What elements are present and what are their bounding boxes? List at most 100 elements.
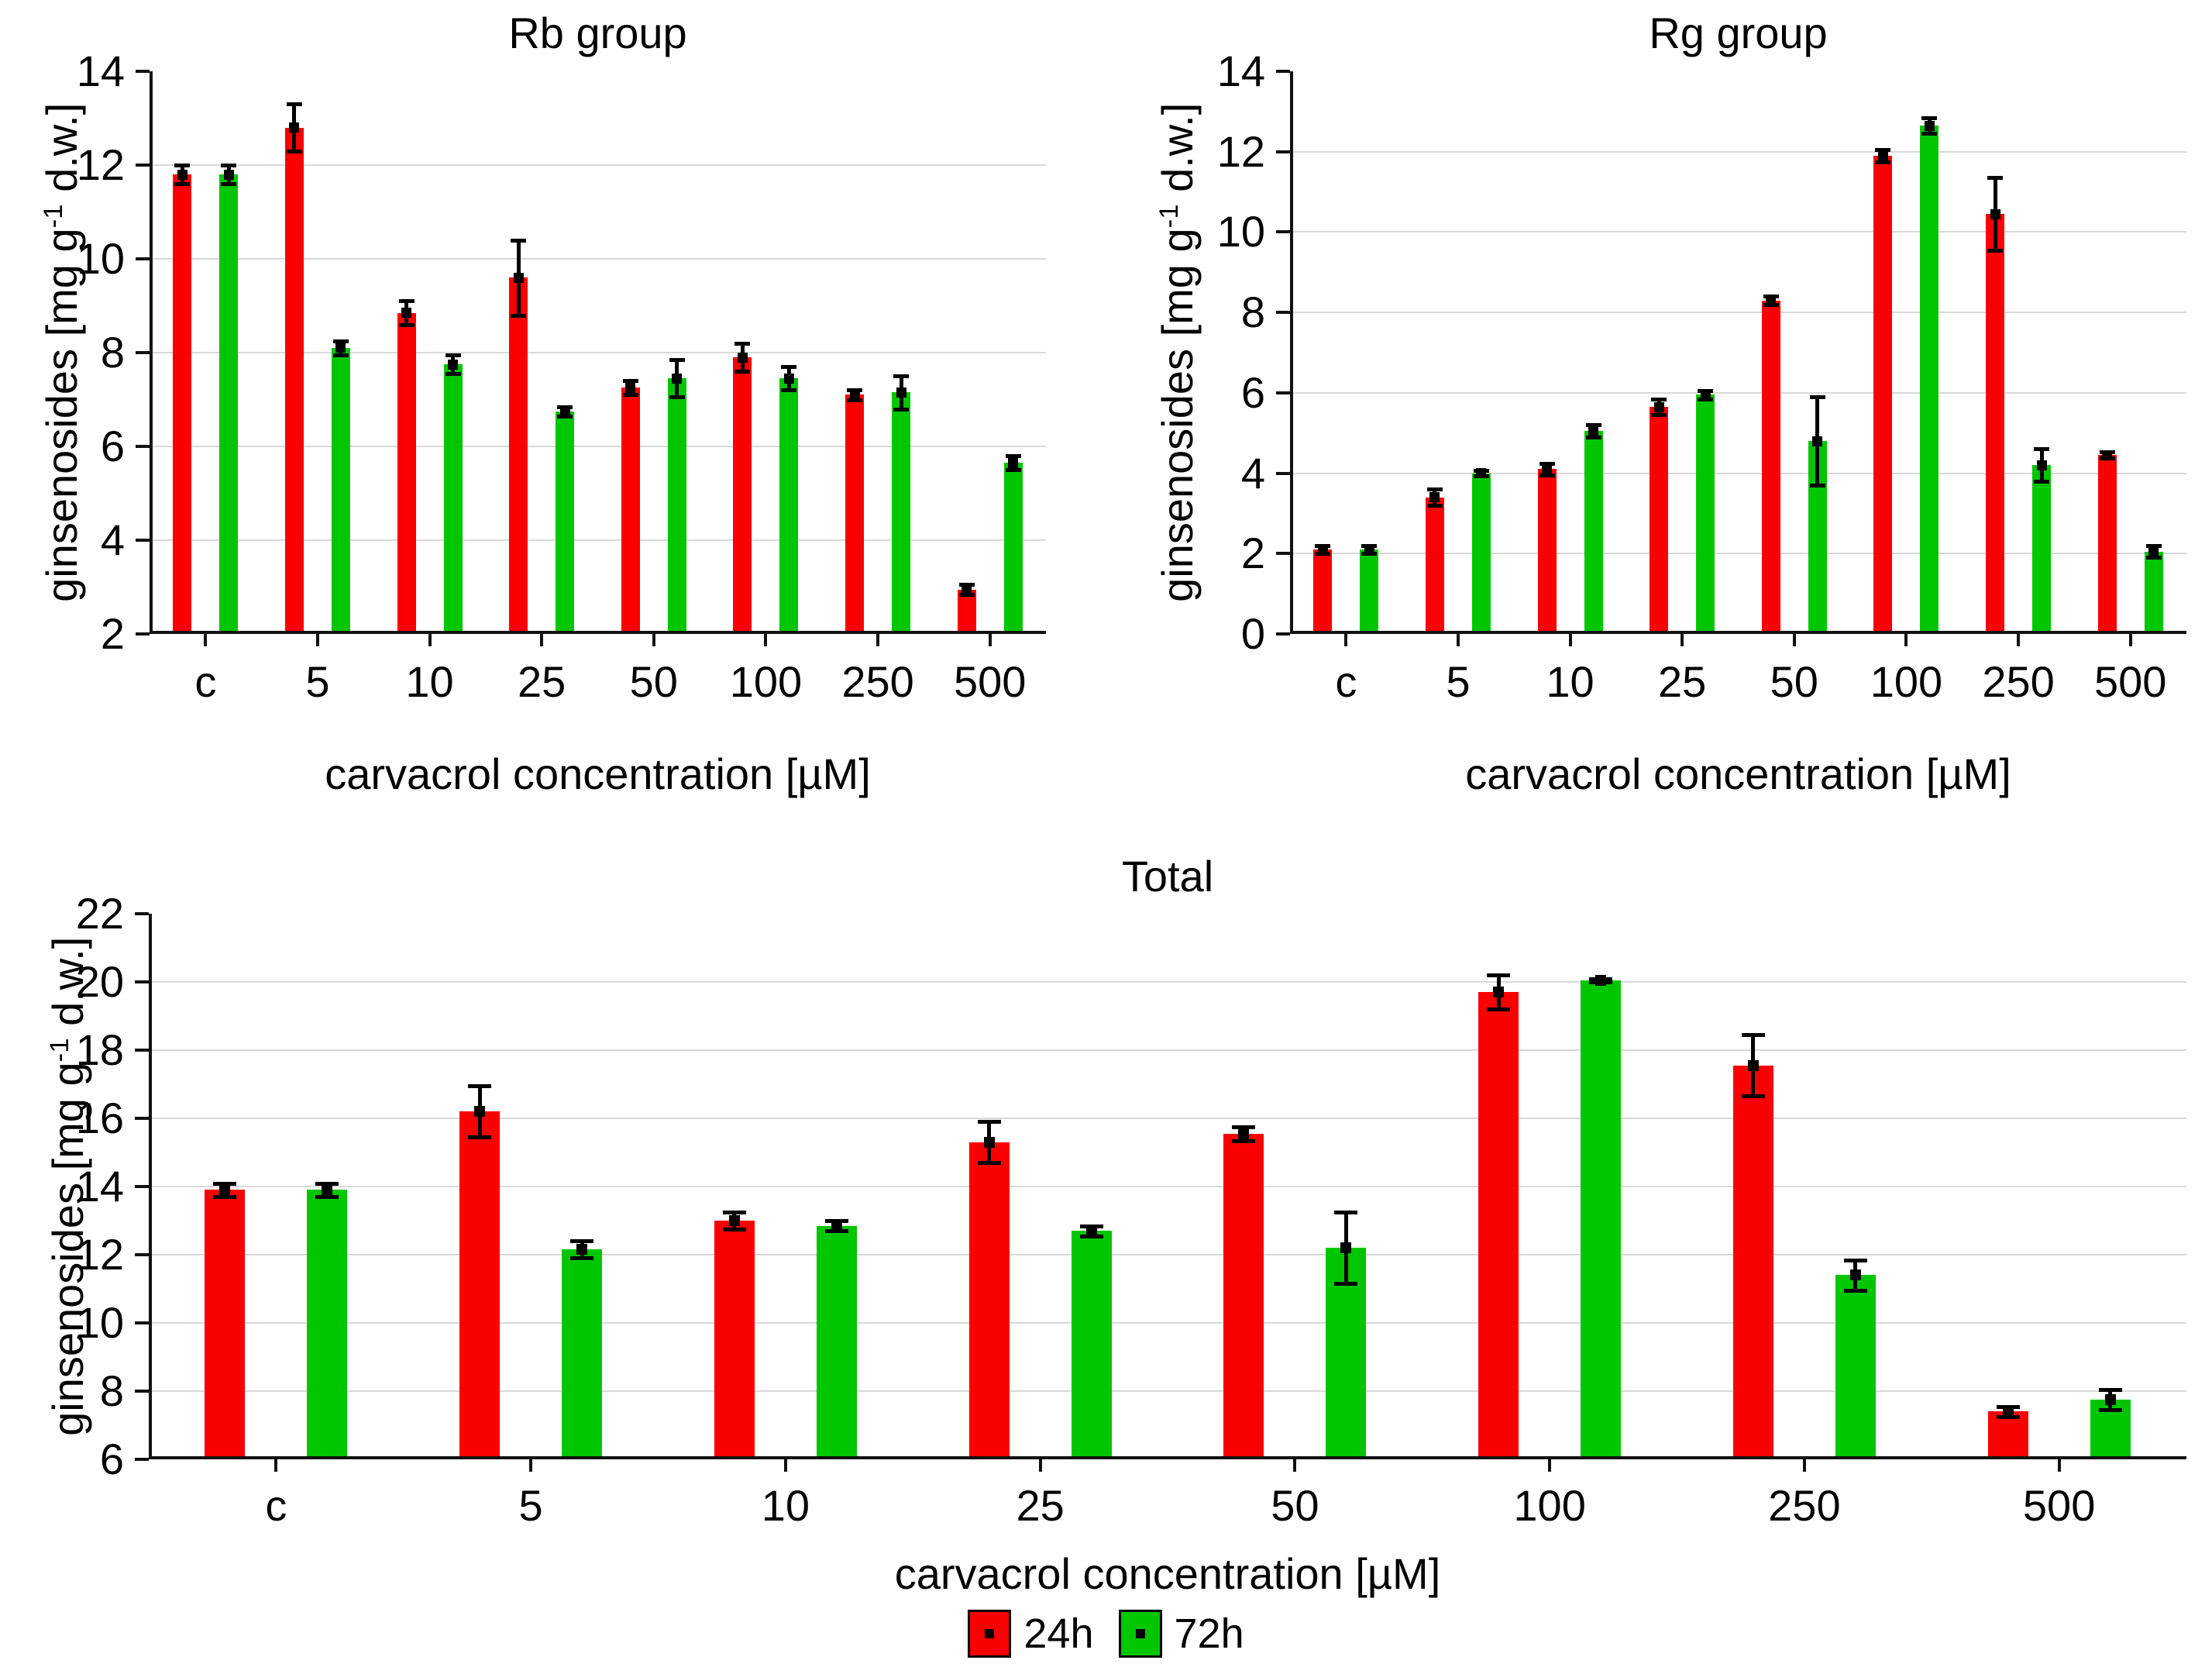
- bar-24h-10: [714, 1221, 755, 1459]
- mean-marker: [849, 389, 860, 400]
- error-cap-top: [468, 1084, 492, 1089]
- x-tick-label-250: 250: [1982, 657, 2055, 706]
- y-tick-10: [136, 257, 150, 260]
- x-tick-50: [652, 634, 655, 646]
- y-tick-12: [1276, 150, 1290, 153]
- y-tick-6: [136, 445, 150, 448]
- error-cap-bottom: [1875, 160, 1891, 164]
- y-tick-label-4: 4: [100, 515, 125, 564]
- gridline: [149, 1118, 2186, 1119]
- bar-24h-5: [459, 1111, 501, 1459]
- error-cap-bottom: [722, 1228, 746, 1231]
- error-cap-top: [893, 374, 910, 379]
- y-tick-label-6: 6: [99, 1435, 124, 1483]
- mean-marker: [2036, 460, 2047, 470]
- error-cap-top: [1987, 176, 2004, 181]
- legend-swatch-24h: [968, 1610, 1012, 1658]
- mean-marker: [1429, 492, 1440, 503]
- bar-24h-100: [1478, 992, 1519, 1459]
- error-cap-top: [1334, 1211, 1358, 1214]
- legend-mean-marker-icon: [1135, 1629, 1145, 1638]
- y-tick-label-10: 10: [1216, 207, 1265, 257]
- x-tick-label-50: 50: [1770, 657, 1818, 706]
- y-tick-4: [1276, 471, 1290, 475]
- mean-marker: [1700, 389, 1711, 400]
- y-tick-label-6: 6: [100, 422, 125, 470]
- error-cap-bottom: [1487, 1008, 1511, 1012]
- legend-label-24h: 24h: [1023, 1610, 1094, 1657]
- y-tick-label-2: 2: [1240, 529, 1265, 578]
- error-cap-bottom: [1809, 484, 1825, 488]
- error-cap-bottom: [734, 370, 751, 374]
- x-axis-line: [150, 631, 1046, 634]
- x-tick-c: [274, 1459, 278, 1472]
- error-cap-bottom: [570, 1256, 594, 1261]
- x-tick-250: [876, 634, 880, 646]
- error-cap-bottom: [1987, 248, 2004, 253]
- bar-24h-5: [284, 127, 304, 634]
- gridline: [150, 258, 1046, 260]
- legend-label-72h: 72h: [1174, 1610, 1244, 1657]
- mean-marker: [1008, 457, 1019, 468]
- x-tick-label-500: 500: [2022, 1481, 2096, 1530]
- gridline: [1290, 231, 2186, 233]
- y-tick-label-8: 8: [99, 1366, 124, 1415]
- x-tick-10: [428, 634, 432, 646]
- error-cap-bottom: [315, 1195, 339, 1200]
- x-tick-label-5: 5: [518, 1481, 543, 1530]
- error-cap-bottom: [669, 395, 685, 400]
- x-tick-500: [988, 634, 992, 646]
- x-axis-line: [149, 1456, 2186, 1459]
- gridline: [149, 1254, 2186, 1256]
- error-cap-top: [1875, 148, 1891, 153]
- x-tick-label-250: 250: [1768, 1481, 1841, 1530]
- y-tick-20: [135, 980, 149, 983]
- gridline: [1290, 553, 2186, 555]
- x-tick-50: [1792, 634, 1796, 646]
- mean-marker: [474, 1106, 486, 1118]
- x-tick-label-100: 100: [1870, 657, 1943, 706]
- y-tick-label-0: 0: [1240, 609, 1265, 658]
- y-tick-label-4: 4: [1240, 448, 1265, 498]
- y-tick-14: [135, 1185, 149, 1188]
- bar-72h-25: [1696, 394, 1715, 634]
- mean-marker: [1877, 150, 1888, 161]
- y-tick-14: [136, 70, 150, 73]
- bar-72h-100: [1581, 980, 1622, 1459]
- bar-24h-10: [397, 312, 416, 634]
- x-tick-10: [1568, 634, 1572, 646]
- x-tick-label-500: 500: [2093, 657, 2167, 706]
- error-cap-top: [1843, 1258, 1867, 1262]
- error-cap-bottom: [1651, 413, 1667, 418]
- bar-24h-25: [1650, 407, 1669, 634]
- error-cap-top: [174, 164, 191, 167]
- bar-24h-c: [173, 174, 192, 634]
- bar-72h-100: [779, 378, 799, 634]
- gridline: [150, 164, 1046, 166]
- bar-24h-5: [1425, 497, 1444, 634]
- mean-marker: [559, 406, 570, 417]
- mean-marker: [962, 584, 972, 595]
- mean-marker: [1340, 1242, 1352, 1254]
- error-cap-top: [1005, 454, 1021, 459]
- bar-24h-250: [1986, 214, 2005, 634]
- error-cap-bottom: [174, 182, 191, 187]
- y-tick-label-12: 12: [75, 1230, 124, 1279]
- error-cap-bottom: [511, 313, 527, 318]
- plot-area: [135, 912, 2186, 1472]
- bar-24h-100: [1873, 155, 1893, 634]
- x-tick-label-25: 25: [1658, 657, 1707, 706]
- mean-marker: [1542, 463, 1553, 474]
- error-cap-bottom: [958, 592, 975, 597]
- x-tick-100: [1904, 634, 1908, 646]
- mean-marker: [783, 373, 794, 384]
- gridline: [150, 352, 1046, 353]
- x-tick-250: [2017, 634, 2021, 646]
- mean-marker: [2002, 1406, 2014, 1417]
- chart-panel-rg-group: Rg group ginsenosides [mg g-1 d.w.] carv…: [1106, 0, 2212, 833]
- gridline: [149, 1186, 2186, 1187]
- error-cap-top: [1232, 1125, 1256, 1129]
- mean-marker: [737, 352, 748, 363]
- x-tick-label-10: 10: [405, 657, 454, 706]
